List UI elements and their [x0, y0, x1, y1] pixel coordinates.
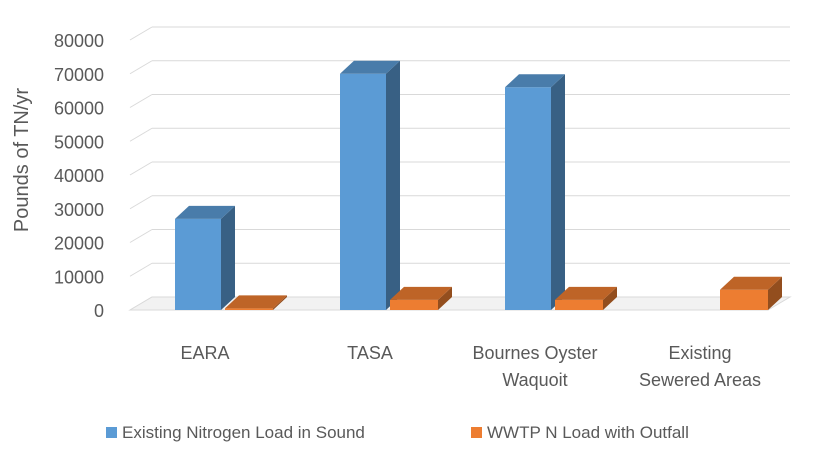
bar-existing-load: [505, 74, 565, 310]
y-tick-label: 0: [94, 301, 104, 321]
y-tick-label: 60000: [54, 99, 104, 119]
x-tick-label: Existing Sewered Areas: [639, 343, 761, 390]
legend-swatch: [106, 427, 117, 438]
bar-existing-load: [340, 60, 400, 310]
gridline: [129, 60, 790, 75]
legend-item: WWTP N Load with Outfall: [471, 423, 689, 442]
y-tick-label: 50000: [54, 132, 104, 152]
gridline: [129, 229, 790, 243]
bar-wwtp-load: [225, 295, 287, 310]
y-tick-label: 70000: [54, 65, 104, 85]
bar-existing-load: [175, 205, 235, 310]
bar-wwtp-load: [720, 276, 782, 310]
bars: [175, 60, 782, 310]
y-tick-label: 20000: [54, 234, 104, 254]
y-tick-label: 10000: [54, 267, 104, 287]
y-axis-ticks: 0 10000 20000 30000 40000 50000 60000 70000 8000…: [54, 31, 104, 321]
y-axis-label: Pounds of TN/yr: [11, 88, 33, 232]
legend-label: Existing Nitrogen Load in Sound: [122, 423, 365, 442]
legend-label: WWTP N Load with Outfall: [487, 423, 689, 442]
y-tick-label: 40000: [54, 166, 104, 186]
legend-item: Existing Nitrogen Load in Sound: [106, 423, 365, 442]
bar-wwtp-load: [390, 286, 452, 310]
gridlines: [129, 26, 790, 311]
y-tick-label: 80000: [54, 31, 104, 51]
y-tick-label: 30000: [54, 200, 104, 220]
x-axis-ticks: EARA TASA Bournes Oyster Waquoit Existing Sew…: [180, 343, 761, 390]
legend: Existing Nitrogen Load in Sound WWTP N Lo…: [106, 423, 689, 442]
gridline: [129, 262, 790, 277]
gridline: [129, 195, 790, 210]
gridline: [129, 26, 790, 41]
gridline: [129, 161, 790, 176]
x-tick-label: TASA: [347, 343, 393, 363]
gridline: [129, 94, 790, 108]
legend-swatch: [471, 427, 482, 438]
gridline: [129, 127, 790, 142]
x-tick-label: EARA: [180, 343, 229, 363]
bar-wwtp-load: [555, 286, 617, 310]
x-tick-label: Bournes Oyster Waquoit: [472, 343, 597, 390]
